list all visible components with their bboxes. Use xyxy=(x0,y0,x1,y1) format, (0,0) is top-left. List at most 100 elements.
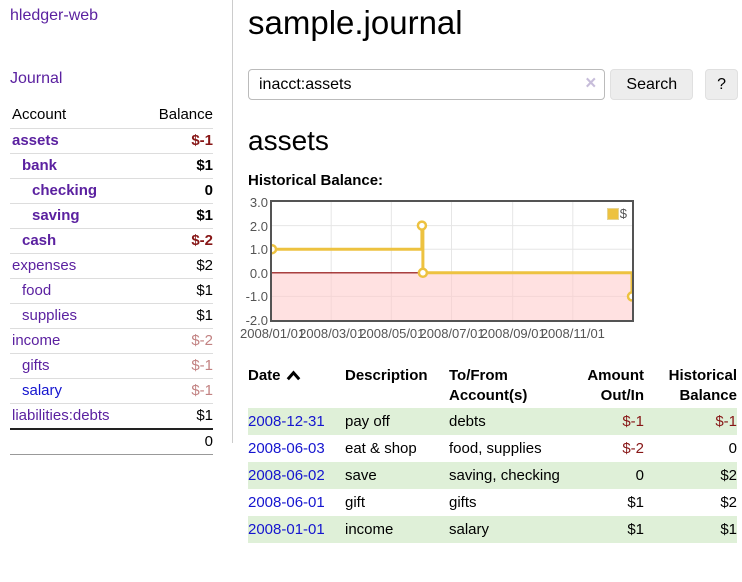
amount-cell: $-2 xyxy=(622,440,644,457)
account-name-cell: cash xyxy=(10,228,140,254)
y-tick-label: -2.0 xyxy=(245,313,268,328)
help-button[interactable]: ? xyxy=(705,69,738,100)
search-input[interactable] xyxy=(248,69,606,100)
chart-canvas xyxy=(272,202,632,320)
column-header-text: Description xyxy=(345,367,428,384)
account-row: supplies $1 xyxy=(10,303,213,329)
amount-cell: $1 xyxy=(627,521,644,538)
account-balance: $-1 xyxy=(139,353,213,379)
account-balance: $1 xyxy=(139,203,213,229)
register-header-row: Date Description To/From Account(s) Amount Ou… xyxy=(248,364,737,408)
account-row: salary $-1 xyxy=(10,378,213,404)
account-balance: $-1 xyxy=(139,128,213,154)
transaction-date-link[interactable]: 2008-06-02 xyxy=(248,467,325,484)
description-cell: eat & shop xyxy=(345,440,417,457)
account-link-saving[interactable]: saving xyxy=(32,207,80,224)
register-column-header: To/From Account(s) xyxy=(449,364,561,408)
account-name-cell: gifts xyxy=(10,353,140,379)
account-link-bank[interactable]: bank xyxy=(22,157,58,174)
transaction-date-link[interactable]: 2008-06-03 xyxy=(248,440,325,457)
amount-cell: $1 xyxy=(627,494,644,511)
accounts-total-row: 0 xyxy=(10,428,213,455)
date-cell: 2008-12-31 xyxy=(248,408,345,435)
accounts-header-account: Account xyxy=(12,106,67,123)
balance-cell: $-1 xyxy=(715,413,737,430)
account-balance: $1 xyxy=(139,278,213,304)
description-cell: pay off xyxy=(345,413,390,430)
x-tick-label: 2008/11/01 xyxy=(540,326,605,341)
account-link-gifts[interactable]: gifts xyxy=(22,357,50,374)
date-cell: 2008-06-01 xyxy=(248,489,345,516)
account-name-cell: expenses xyxy=(10,253,140,279)
transaction-date-link[interactable]: 2008-01-01 xyxy=(248,521,325,538)
balance-cell: $2 xyxy=(720,494,737,511)
transaction-date-link[interactable]: 2008-06-01 xyxy=(248,494,325,511)
balance-cell: $1 xyxy=(720,521,737,538)
account-link-checking[interactable]: checking xyxy=(32,182,98,199)
chart-title: Historical Balance: xyxy=(248,172,384,189)
historical-balance-chart: $ 3.0 2.0 1.0 0.0 -1.0 -2.0 2008/01/01 2008/03… xyxy=(240,196,738,342)
register-column-header: Amount Out/In xyxy=(561,364,644,408)
account-link-assets[interactable]: assets xyxy=(12,132,59,149)
account-link-cash[interactable]: cash xyxy=(22,232,57,249)
account-row: gifts $-1 xyxy=(10,353,213,379)
account-heading: assets xyxy=(248,125,329,156)
transaction-row: 2008-06-01 gift gifts $1 $2 xyxy=(248,489,737,516)
date-cell: 2008-06-02 xyxy=(248,462,345,489)
account-row: saving $1 xyxy=(10,203,213,229)
description-cell: gift xyxy=(345,494,366,511)
date-cell: 2008-06-03 xyxy=(248,435,345,462)
legend-swatch-icon xyxy=(606,207,619,220)
account-link-salary[interactable]: salary xyxy=(22,382,63,399)
account-balance: $-2 xyxy=(139,228,213,254)
account-name-cell: food xyxy=(10,278,140,304)
y-tick-label: 2.0 xyxy=(249,219,268,234)
chart-legend: $ xyxy=(604,205,629,222)
account-row: assets $-1 xyxy=(10,128,213,154)
account-balance: $-2 xyxy=(139,328,213,354)
column-header-text: Balance xyxy=(679,387,737,404)
x-tick-label: 2008/05/01 xyxy=(359,326,425,341)
x-tick-label: 2008/09/01 xyxy=(480,326,546,341)
sidebar-item-journal[interactable]: Journal xyxy=(10,70,63,87)
account-name-cell: saving xyxy=(10,203,140,229)
account-link-food[interactable]: food xyxy=(22,282,52,299)
account-balance: $1 xyxy=(139,153,213,179)
account-name-cell: bank xyxy=(10,153,140,179)
column-header-text: Out/In xyxy=(600,387,644,404)
account-balance: $1 xyxy=(139,403,213,429)
sort-ascending-icon[interactable] xyxy=(286,370,301,381)
search-button[interactable]: Search xyxy=(610,69,694,100)
column-header-text: To/From xyxy=(449,367,508,384)
transaction-date-link[interactable]: 2008-12-31 xyxy=(248,413,325,430)
legend-label: $ xyxy=(619,206,627,221)
account-row: liabilities:debts $1 xyxy=(10,403,213,429)
y-tick-label: 1.0 xyxy=(249,242,268,257)
account-link-income[interactable]: income xyxy=(12,332,61,349)
y-tick-label: 3.0 xyxy=(249,195,268,210)
chart-plot-area: $ xyxy=(270,200,634,322)
column-header-text: Account(s) xyxy=(449,387,528,404)
register-column-header[interactable]: Date xyxy=(248,364,345,408)
column-header-text: Historical xyxy=(668,367,737,384)
account-balance: $2 xyxy=(139,253,213,279)
register-rows: 2008-12-31 pay off debts $-1 $-1 2008-06-03 ea… xyxy=(248,408,737,543)
column-header-text: Amount xyxy=(587,367,644,384)
balance-cell: 0 xyxy=(728,440,737,457)
clear-search-icon[interactable]: × xyxy=(585,73,597,94)
register-column-header: Description xyxy=(345,364,449,408)
account-row: checking 0 xyxy=(10,178,213,204)
x-tick-label: 2008/03/01 xyxy=(299,326,365,341)
column-header-text: Date xyxy=(248,366,345,386)
account-balance: $1 xyxy=(139,303,213,329)
app-brand-link[interactable]: hledger-web xyxy=(10,7,99,24)
account-link-expenses[interactable]: expenses xyxy=(12,257,77,274)
accounts-total-spacer xyxy=(10,428,140,455)
account-link-liabilities-debts[interactable]: liabilities:debts xyxy=(12,407,110,424)
accounts-header-row: Account Balance xyxy=(10,104,213,129)
account-name-cell: income xyxy=(10,328,140,354)
transaction-row: 2008-01-01 income salary $1 $1 xyxy=(248,516,737,543)
transaction-row: 2008-12-31 pay off debts $-1 $-1 xyxy=(248,408,737,435)
account-link-supplies[interactable]: supplies xyxy=(22,307,78,324)
sidebar: hledger-web Journal Account Balance asse… xyxy=(0,0,233,455)
